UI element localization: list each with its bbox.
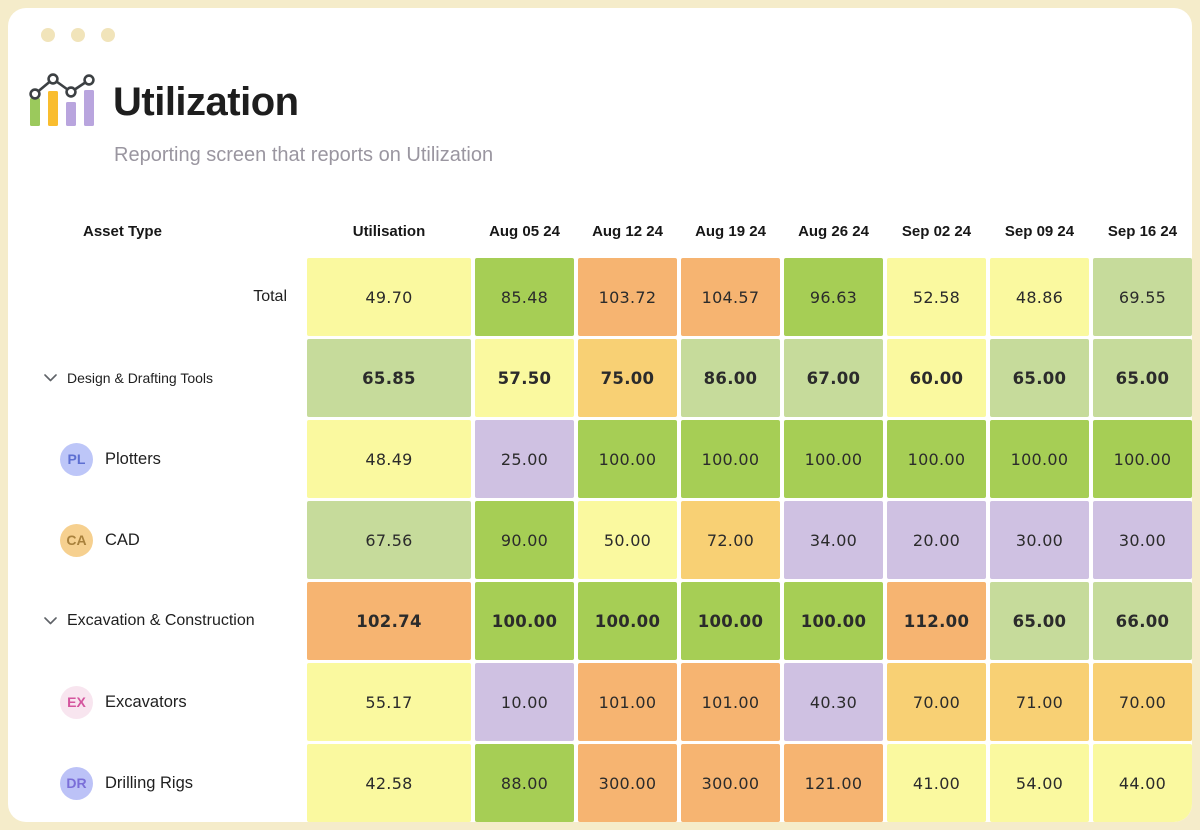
heatmap-value-cell: 54.00 [990,744,1089,822]
heatmap-value-cell: 85.48 [475,258,574,336]
heatmap-value-cell: 86.00 [681,339,780,417]
window-controls [41,28,115,42]
asset-label-text: Plotters [105,449,161,468]
group-label-text: Design & Drafting Tools [67,370,214,386]
heatmap-value-cell: 100.00 [578,582,677,660]
column-header-date: Sep 16 24 [1107,222,1178,240]
column-header-date: Aug 19 24 [695,222,766,240]
heatmap-value-cell: 101.00 [681,663,780,741]
asset-label-text: CAD [105,530,140,549]
heatmap-value-cell: 65.00 [1093,339,1192,417]
app-card: Utilization Reporting screen that report… [8,8,1192,822]
utilisation-value-cell: 67.56 [307,501,471,579]
utilisation-value-cell: 65.85 [307,339,471,417]
row-label-total: Total [8,258,303,336]
heatmap-value-cell: 65.00 [990,582,1089,660]
row-label-group[interactable]: Design & Drafting Tools [8,339,303,417]
heatmap-value-cell: 100.00 [1093,420,1192,498]
page-subtitle: Reporting screen that reports on Utiliza… [114,144,494,166]
heatmap-value-cell: 96.63 [784,258,883,336]
heatmap-value-cell: 48.86 [990,258,1089,336]
heatmap-value-cell: 100.00 [578,420,677,498]
heatmap-value-cell: 70.00 [887,663,986,741]
chevron-down-icon[interactable] [44,374,57,382]
column-header-utilisation: Utilisation [352,222,426,240]
heatmap-value-cell: 50.00 [578,501,677,579]
heatmap-value-cell: 71.00 [990,663,1089,741]
heatmap-value-cell: 100.00 [681,582,780,660]
heatmap-value-cell: 60.00 [887,339,986,417]
heatmap-value-cell: 66.00 [1093,582,1192,660]
row-label-child[interactable]: DR Drilling Rigs [8,744,303,822]
heatmap-value-cell: 103.72 [578,258,677,336]
heatmap-value-cell: 100.00 [784,582,883,660]
heatmap-value-cell: 300.00 [578,744,677,822]
row-label-text: Total [253,288,287,305]
heatmap-value-cell: 65.00 [990,339,1089,417]
heatmap-value-cell: 67.00 [784,339,883,417]
bar-chart-logo-icon [28,72,100,133]
window-dot[interactable] [71,28,85,42]
heatmap-value-cell: 112.00 [887,582,986,660]
avatar: PL [60,442,93,476]
row-label-child[interactable]: PL Plotters [8,420,303,498]
utilisation-value-cell: 42.58 [307,744,471,822]
heatmap-value-cell: 34.00 [784,501,883,579]
window-dot[interactable] [101,28,115,42]
group-label-text: Excavation & Construction [67,612,255,629]
heatmap-value-cell: 30.00 [1093,501,1192,579]
heatmap-value-cell: 40.30 [784,663,883,741]
table-header-row: Asset Type Utilisation Aug 05 24 Aug 12 24… [8,215,1192,247]
heatmap-value-cell: 100.00 [784,420,883,498]
heatmap-value-cell: 44.00 [1093,744,1192,822]
avatar: DR [60,766,93,800]
row-label-child[interactable]: EX Excavators [8,663,303,741]
avatar: CA [60,523,93,557]
heatmap-value-cell: 104.57 [681,258,780,336]
heatmap-value-cell: 101.00 [578,663,677,741]
heatmap-value-cell: 72.00 [681,501,780,579]
utilisation-value-cell: 102.74 [307,582,471,660]
heatmap-value-cell: 300.00 [681,744,780,822]
heatmap-value-cell: 52.58 [887,258,986,336]
utilisation-value-cell: 49.70 [307,258,471,336]
row-label-group[interactable]: Excavation & Construction [8,582,303,660]
heatmap-value-cell: 57.50 [475,339,574,417]
heatmap-value-cell: 10.00 [475,663,574,741]
heatmap-value-cell: 88.00 [475,744,574,822]
avatar: EX [60,685,93,719]
row-label-child[interactable]: CA CAD [8,501,303,579]
heatmap-value-cell: 70.00 [1093,663,1192,741]
heatmap-value-cell: 75.00 [578,339,677,417]
heatmap-value-cell: 100.00 [475,582,574,660]
heatmap-value-cell: 90.00 [475,501,574,579]
column-header-date: Sep 09 24 [1004,222,1075,240]
heatmap-value-cell: 25.00 [475,420,574,498]
column-header-date: Sep 02 24 [901,222,972,240]
page-title: Utilization [113,80,299,124]
heatmap-value-cell: 121.00 [784,744,883,822]
heatmap-value-cell: 100.00 [681,420,780,498]
column-header-date: Aug 05 24 [489,222,560,240]
column-header-date: Aug 12 24 [592,222,663,240]
window-dot[interactable] [41,28,55,42]
chevron-down-icon[interactable] [44,617,57,625]
heatmap-value-cell: 100.00 [887,420,986,498]
asset-label-text: Drilling Rigs [105,773,194,792]
column-header-date: Aug 26 24 [798,222,869,240]
column-header-asset-type: Asset Type [83,222,162,240]
utilisation-value-cell: 55.17 [307,663,471,741]
heatmap-value-cell: 20.00 [887,501,986,579]
heatmap-value-cell: 69.55 [1093,258,1192,336]
heatmap-value-cell: 100.00 [990,420,1089,498]
utilization-table: Total 49.70 85.48 103.72 104.57 96.63 52.58 48.… [8,258,1192,822]
heatmap-value-cell: 30.00 [990,501,1089,579]
heatmap-value-cell: 41.00 [887,744,986,822]
utilisation-value-cell: 48.49 [307,420,471,498]
asset-label-text: Excavators [105,692,187,711]
